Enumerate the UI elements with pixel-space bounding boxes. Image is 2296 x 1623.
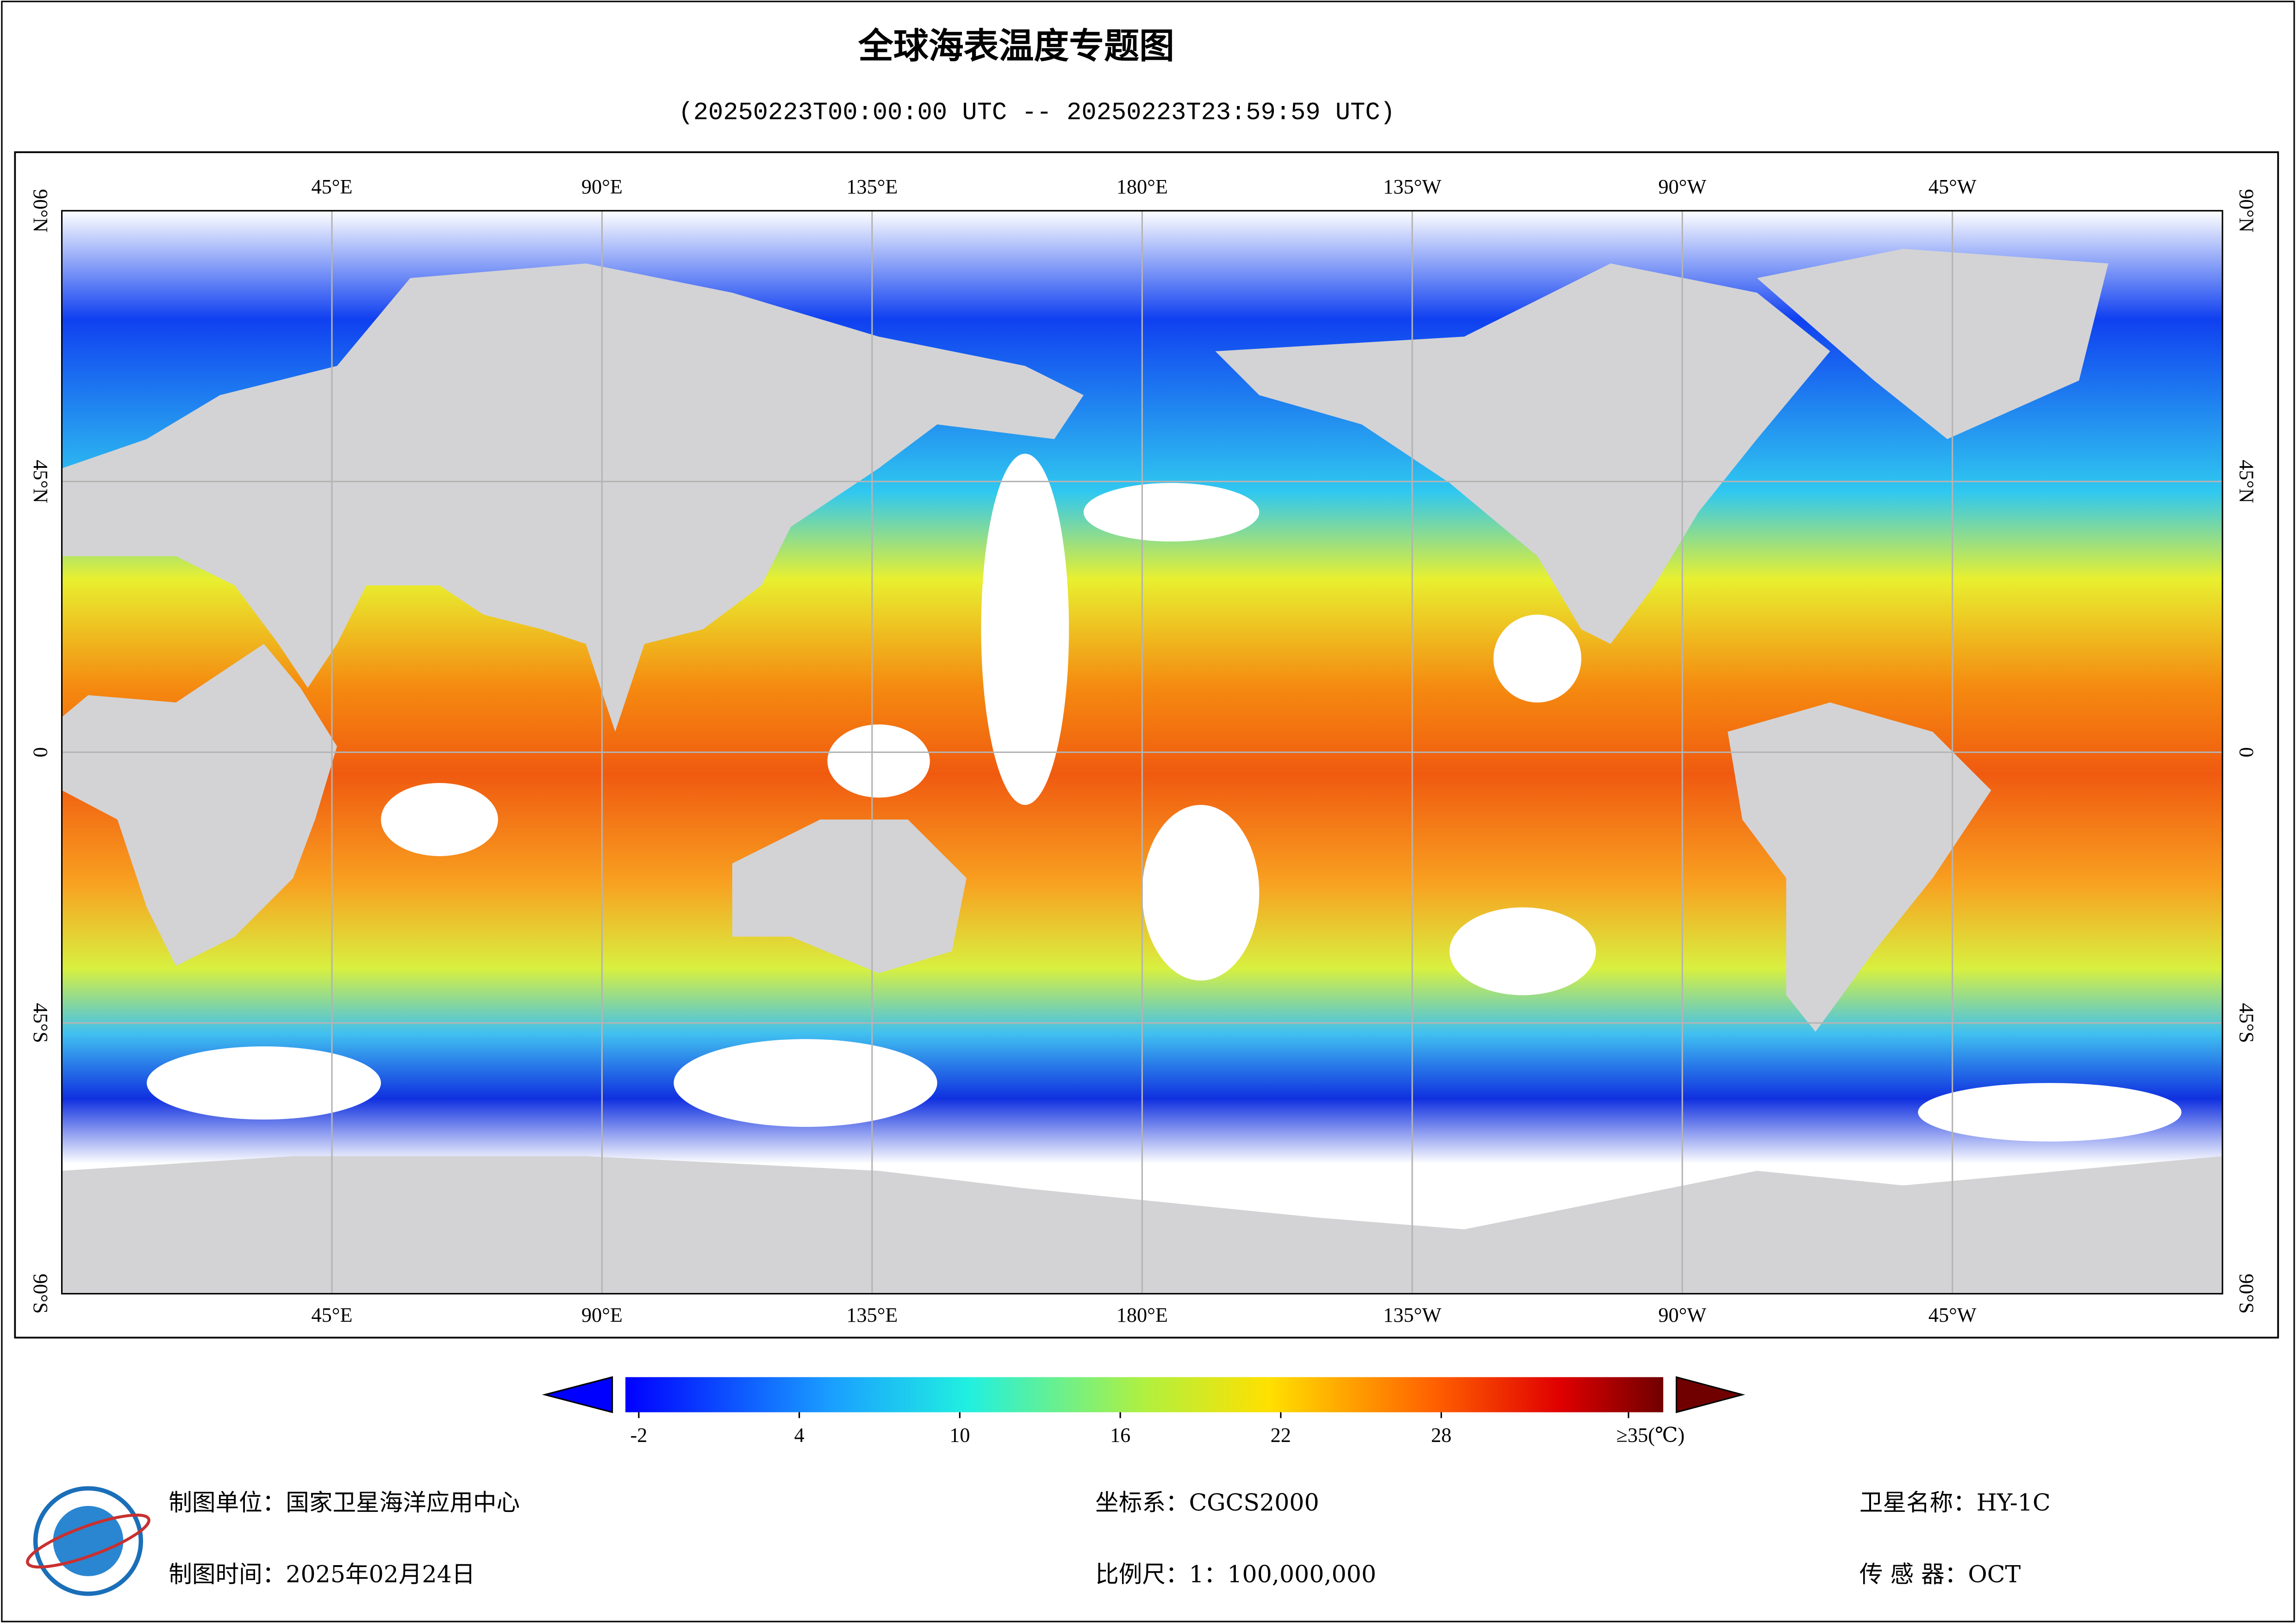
lat-tick-label: 90°S [29,1274,52,1314]
lat-tick-label: 45°S [2235,1003,2258,1043]
logo-globe [53,1506,124,1576]
logo-orbit [26,1513,150,1569]
footer-sensor: 传 感 器：OCT [1859,1561,2021,1588]
lon-tick-label: 90°E [581,175,623,198]
land-south-america [1728,702,1991,1032]
land-australia [732,819,967,973]
lon-tick-label: 45°W [1928,1304,1977,1326]
lat-tick-label: 90°N [29,189,52,232]
lat-tick-label: 0 [2235,747,2258,757]
colorbar-tick-label: 16 [1110,1424,1130,1447]
cloud [1142,805,1260,981]
lon-tick-label: 90°W [1658,1304,1706,1326]
cloud [827,724,930,798]
map-border [61,210,2223,1295]
colorbar-tick-label: 22 [1271,1424,1291,1447]
footer-crs: 坐标系：CGCS2000 [1095,1489,1319,1516]
land-africa [62,644,337,966]
cloud [981,454,1069,805]
map-frame [14,151,2279,1339]
lon-tick-label: 90°W [1658,175,1706,198]
lat-tick-label: 45°S [29,1003,52,1043]
subtitle: (20250223T00:00:00 UTC -- 20250223T23:59… [679,99,1395,127]
lat-tick-label: 90°S [2235,1274,2258,1314]
cloud [146,1046,381,1120]
footer-org: 制图单位：国家卫星海洋应用中心 [168,1489,520,1516]
lon-tick-label: 90°E [581,1304,623,1326]
colorbar-tick-label: 10 [949,1424,970,1447]
title: 全球海表温度专题图 [858,25,1174,66]
lon-tick-label: 135°E [846,1304,898,1326]
cloud [1918,1083,2182,1142]
lon-tick-label: 180°E [1117,175,1168,198]
colorbar-tick-label: -2 [630,1424,648,1447]
colorbar-tick-label: ≥35(℃) [1616,1424,1685,1447]
colorbar-tick-label: 4 [794,1424,805,1447]
colorbar-min-arrow [542,1376,613,1413]
lon-tick-label: 135°W [1383,1304,1441,1326]
land-eurasia [62,263,1084,732]
land-greenland [1757,249,2109,439]
lat-tick-label: 45°N [2235,460,2258,503]
lat-tick-label: 90°N [2235,189,2258,232]
colorbar [625,1377,1664,1412]
cloud [1493,615,1582,703]
lon-tick-label: 180°E [1117,1304,1168,1326]
colorbar-max-arrow [1676,1376,1746,1413]
lon-tick-label: 45°E [312,1304,353,1326]
cloud [1449,907,1596,995]
logo [26,1486,150,1596]
cloud [1083,483,1260,542]
lon-tick-label: 135°E [846,175,898,198]
colorbar-tick-label: 28 [1431,1424,1451,1447]
lon-tick-label: 45°E [312,175,353,198]
lon-tick-label: 135°W [1383,175,1441,198]
land-north-america [1215,263,1830,644]
lat-tick-label: 45°N [29,460,52,503]
lon-tick-label: 45°W [1928,175,1977,198]
footer-date: 制图时间：2025年02月24日 [168,1561,475,1588]
footer-satellite: 卫星名称：HY-1C [1859,1489,2051,1516]
lat-tick-label: 0 [29,747,52,757]
cloud [381,783,498,856]
cloud [674,1039,937,1127]
footer-scale: 比例尺：1：100,000,000 [1095,1561,1376,1588]
